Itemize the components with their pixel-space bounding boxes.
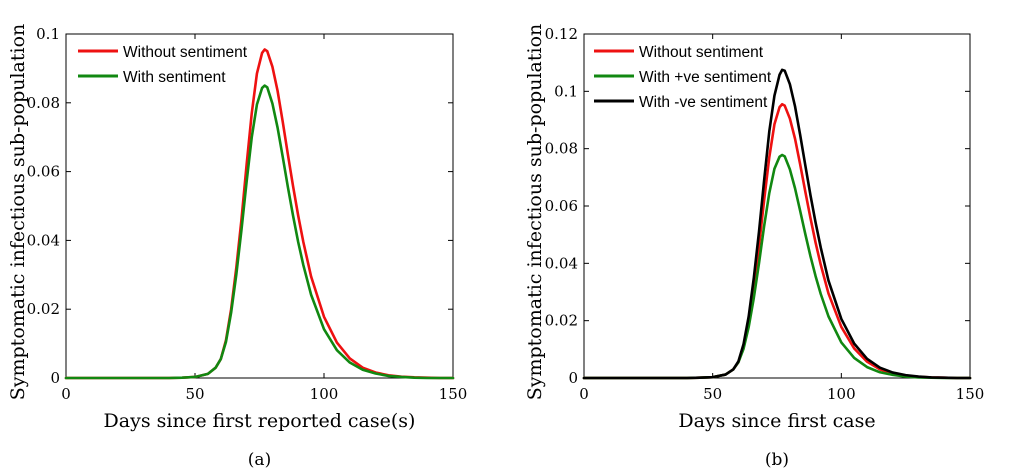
x-axis-label: Days since first case	[678, 410, 875, 432]
legend-label-3: With -ve sentiment	[639, 94, 768, 111]
y-tick-label: 0.1	[554, 82, 578, 100]
panel-caption: (b)	[765, 450, 789, 470]
y-tick-label: 0.06	[545, 197, 578, 215]
y-tick-label: 0	[50, 369, 60, 387]
x-tick-label: 0	[61, 385, 71, 403]
y-tick-label: 0.08	[545, 140, 578, 158]
y-tick-label: 0.02	[27, 300, 60, 318]
plot-frame	[65, 33, 454, 379]
x-tick-label: 150	[439, 385, 468, 403]
series-line-1	[582, 102, 972, 380]
y-tick-label: 0.08	[27, 94, 60, 112]
x-tick-label: 100	[827, 385, 856, 403]
legend-label-2: With +ve sentiment	[639, 69, 772, 86]
chart-b: 0 50 100 150 0 0.02 0.04 0.06 0.08 0.1 0.12 Without…	[524, 24, 984, 470]
y-tick-label: 0.06	[27, 163, 60, 181]
x-tick-label: 100	[310, 385, 339, 403]
legend-label-1: Without sentiment	[639, 44, 764, 61]
x-tick-label: 0	[579, 385, 589, 403]
x-tick-label: 150	[956, 385, 985, 403]
y-tick-label: 0.04	[27, 231, 60, 249]
series-line-2	[582, 153, 972, 380]
y-tick-label: 0.12	[545, 25, 578, 43]
series-line-3	[582, 68, 972, 380]
y-axis-label: Symptomatic infectious sub-population	[524, 24, 546, 401]
panel-caption: (a)	[248, 450, 271, 470]
chart-a: 0 50 100 150 0 0.02 0.04 0.06 0.08 0.1 Without sen…	[7, 24, 467, 470]
legend-label-2: With sentiment	[123, 69, 226, 86]
y-tick-label: 0.02	[545, 312, 578, 330]
legend-label-1: Without sentiment	[123, 44, 248, 61]
x-tick-label: 50	[703, 385, 722, 403]
x-tick-label: 50	[185, 385, 204, 403]
y-tick-label: 0	[568, 369, 578, 387]
y-tick-label: 0.04	[545, 254, 578, 272]
series-line-2	[64, 84, 455, 380]
x-axis-label: Days since first reported case(s)	[104, 410, 416, 432]
y-tick-label: 0.1	[36, 25, 60, 43]
y-axis-label: Symptomatic infectious sub-population	[7, 24, 29, 401]
